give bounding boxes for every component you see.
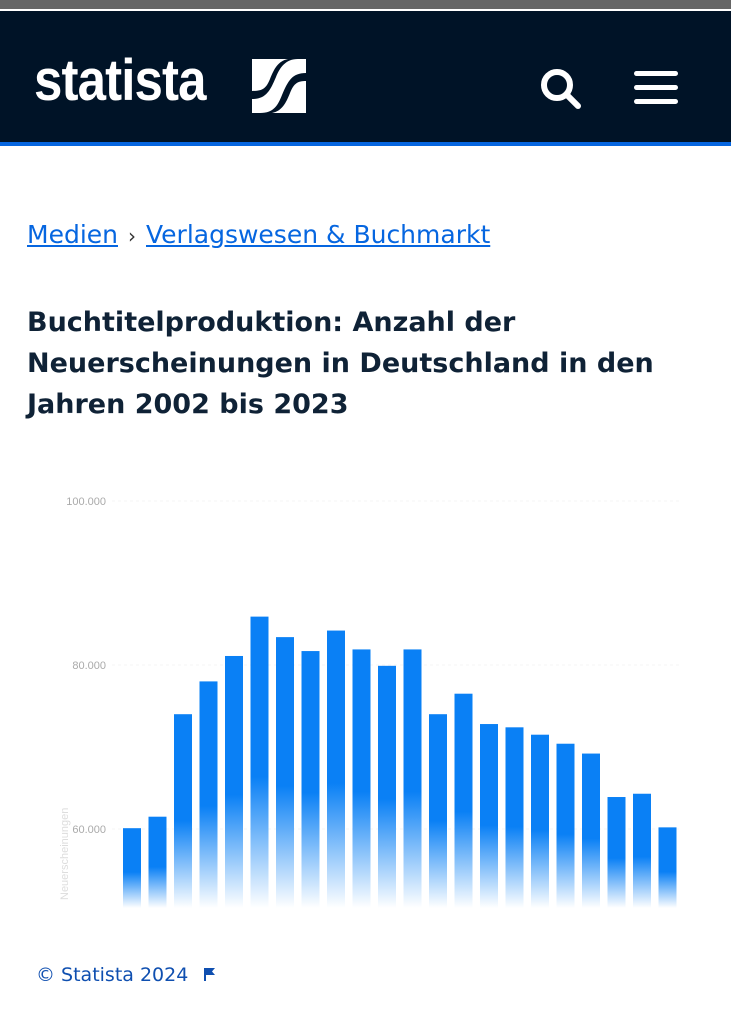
bar-2002[interactable]	[123, 828, 141, 908]
bar-2003[interactable]	[148, 816, 167, 908]
y-tick-label: 60.000	[72, 824, 106, 836]
statista-logo-mark-icon	[252, 59, 306, 113]
bar-2015[interactable]	[454, 693, 473, 908]
status-strip	[0, 0, 731, 9]
copyright-text: © Statista 2024	[36, 964, 189, 986]
breadcrumb: Medien › Verlagswesen & Buchmarkt	[27, 220, 490, 249]
search-icon[interactable]	[538, 66, 584, 112]
bar-2008[interactable]	[276, 637, 294, 908]
statista-logo[interactable]: statista	[34, 48, 207, 113]
bar-2021[interactable]	[607, 797, 626, 908]
bar-2018[interactable]	[531, 734, 549, 908]
breadcrumb-link-verlagswesen[interactable]: Verlagswesen & Buchmarkt	[146, 220, 491, 249]
bar-2014[interactable]	[429, 714, 447, 908]
bar-2004[interactable]	[174, 714, 192, 908]
bar-2022[interactable]	[633, 793, 651, 908]
bar-2011[interactable]	[352, 649, 371, 908]
hamburger-menu-icon[interactable]	[632, 69, 680, 107]
breadcrumb-separator: ›	[128, 224, 136, 248]
footer: © Statista 2024	[36, 964, 216, 986]
page-title: Buchtitelproduktion: Anzahl der Neuersch…	[27, 307, 654, 420]
bar-2006[interactable]	[225, 655, 243, 908]
header-accent-line	[0, 142, 731, 146]
bar-2007[interactable]	[250, 616, 269, 908]
bar-2016[interactable]	[480, 724, 498, 908]
bar-2019[interactable]	[556, 743, 575, 908]
y-tick-label: 80.000	[72, 660, 106, 672]
bar-2017[interactable]	[505, 727, 524, 908]
site-header: statista	[0, 11, 731, 142]
bar-2005[interactable]	[199, 681, 218, 908]
flag-icon[interactable]	[204, 967, 216, 981]
bar-2013[interactable]	[403, 649, 422, 908]
bar-2012[interactable]	[378, 665, 396, 908]
breadcrumb-link-medien[interactable]: Medien	[27, 220, 118, 249]
bar-2009[interactable]	[301, 651, 320, 908]
y-tick-label: 100.000	[66, 496, 106, 508]
bar-chart: 100.000 80.000 60.000 Neuerscheinungen	[59, 496, 680, 908]
bar-2010[interactable]	[327, 630, 345, 908]
y-axis-label: Neuerscheinungen	[59, 808, 71, 900]
bar-2023[interactable]	[658, 827, 677, 908]
bar-2020[interactable]	[582, 753, 600, 908]
